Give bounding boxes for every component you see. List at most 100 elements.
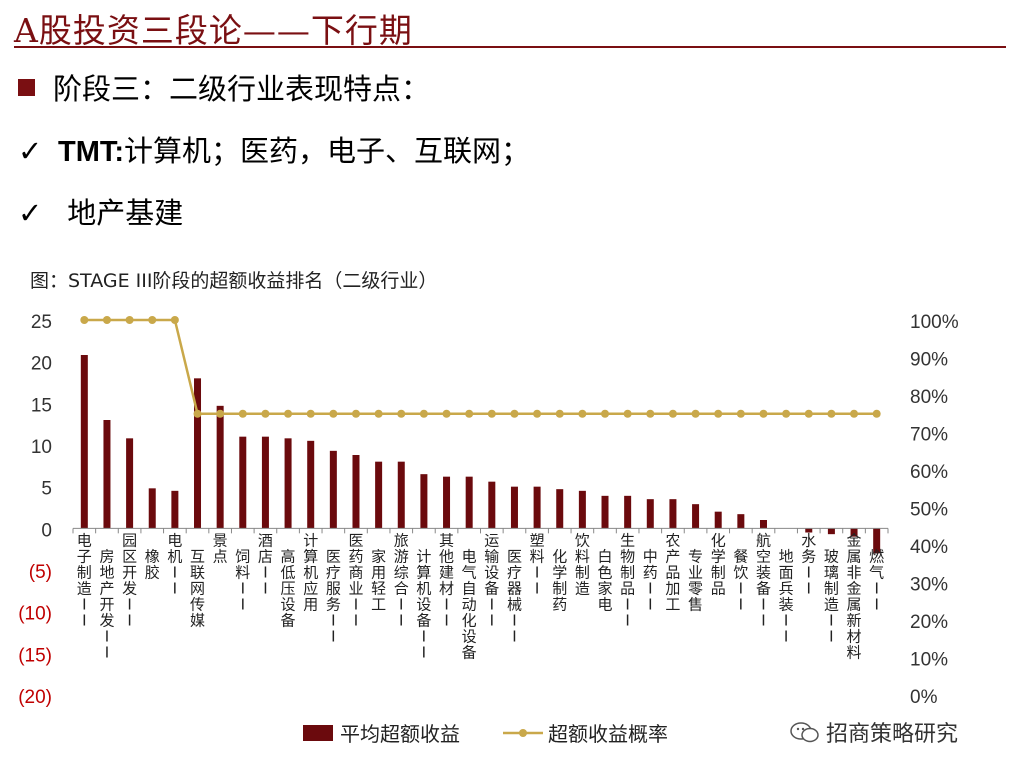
right-axis-ticks: 100% 90% 80% 70% 60% 50% 40% 30% 20% 10% 0% [910, 312, 959, 708]
probability-point [465, 409, 474, 418]
category-label: 餐饮 I I [733, 547, 748, 613]
probability-point [216, 409, 225, 418]
category-label: 计算机设备 I I [416, 547, 431, 661]
legend-line-label: 超额收益概率 [548, 722, 668, 746]
category-label: 化学制药 [552, 547, 567, 613]
probability-point [736, 409, 745, 418]
category-label: 医疗器械 I I [507, 547, 522, 645]
square-bullet-icon [18, 79, 35, 96]
probability-point [170, 316, 179, 324]
category-label: 房地产开发 I I [99, 547, 114, 661]
category-label: 专业零售 [688, 547, 703, 613]
bullet-stage-three-text: 阶段三：二级行业表现特点： [53, 72, 431, 106]
left-tick-label: (5) [29, 562, 52, 583]
category-label: 电子制造 I I [77, 531, 92, 629]
probability-point [397, 409, 406, 418]
bar [850, 528, 858, 537]
bullet-real-estate-text: 地产基建 [58, 196, 184, 230]
category-label: 水务 I I [801, 531, 816, 597]
line-series [80, 316, 881, 418]
bar [578, 490, 586, 529]
bar [126, 438, 134, 529]
category-label: 园区开发 I I [122, 531, 137, 629]
category-label: 生物制品 I I [620, 531, 635, 629]
checkmark-icon: ✓ [18, 196, 43, 230]
probability-point [804, 409, 813, 418]
left-tick-label: 10 [31, 437, 52, 458]
probability-point [374, 409, 383, 418]
right-tick-label: 80% [910, 387, 948, 408]
bar [307, 440, 315, 529]
probability-point [578, 409, 587, 418]
chart-title: 图：STAGE III阶段的超额收益排名（二级行业） [30, 270, 438, 292]
probability-point [351, 409, 360, 418]
bar [329, 450, 337, 529]
right-tick-label: 0% [910, 687, 938, 708]
bar [80, 355, 88, 529]
probability-point [125, 316, 134, 324]
title-divider [14, 46, 1006, 48]
bar [759, 520, 767, 529]
category-label: 航空装备 I I [756, 531, 771, 629]
category-label: 电气自动化设备 [462, 547, 477, 661]
category-label: 中药 I I [643, 547, 658, 613]
probability-point [419, 409, 428, 418]
bar [239, 436, 247, 529]
bar [375, 461, 383, 529]
checkmark-icon: ✓ [18, 134, 43, 168]
category-label: 燃气 I I [869, 547, 884, 613]
bar [488, 481, 496, 529]
probability-point [102, 316, 111, 324]
bullet-tmt-bold: TMT: [58, 136, 125, 168]
left-axis-ticks: 25 20 15 10 5 0 (5) (10) (15) (20) [18, 312, 52, 708]
legend: 平均超额收益 超额收益概率 [303, 722, 668, 746]
right-tick-label: 50% [910, 500, 948, 521]
page-title: A股投资三段论——下行期 [14, 11, 413, 50]
legend-bar-label: 平均超额收益 [340, 722, 460, 746]
left-tick-label: 0 [41, 520, 52, 541]
probability-point [80, 316, 89, 324]
bullet-stage-three: 阶段三：二级行业表现特点： [18, 66, 430, 108]
category-label: 农产品加工 [665, 531, 680, 613]
category-label: 运输设备 I I [484, 531, 499, 629]
category-label: 橡胶 [145, 547, 160, 581]
bar [261, 436, 269, 529]
probability-point [442, 409, 451, 418]
right-tick-label: 40% [910, 537, 948, 558]
probability-point [827, 409, 836, 418]
category-label: 玻璃制造 I I [824, 547, 839, 645]
probability-point [148, 316, 157, 324]
probability-point [487, 409, 496, 418]
category-label: 医药商业 I I [348, 531, 363, 629]
probability-point [872, 409, 881, 418]
probability-line [84, 318, 877, 415]
category-label: 地面兵装 I I [779, 547, 794, 645]
probability-point [646, 409, 655, 418]
bullet-tmt-text: 计算机；医药，电子、互联网； [124, 134, 531, 168]
probability-point [850, 409, 859, 418]
legend-line-marker [519, 729, 527, 737]
bar [601, 495, 609, 529]
bar [624, 495, 632, 529]
left-tick-label: (20) [18, 687, 52, 708]
probability-point [284, 409, 293, 418]
bar [873, 528, 881, 554]
probability-point [555, 409, 564, 418]
category-label: 高低压设备 [281, 547, 296, 629]
category-label: 计算机应用 [303, 531, 318, 613]
bar [216, 405, 224, 529]
category-label: 白色家电 [598, 547, 613, 613]
bullet-tmt: ✓ TMT:计算机；医药，电子、互联网； [18, 128, 530, 170]
bar [194, 378, 202, 529]
right-tick-label: 70% [910, 425, 948, 446]
probability-point [601, 409, 610, 418]
probability-point [306, 409, 315, 418]
category-label: 化学制品 [711, 531, 726, 597]
probability-point [329, 409, 338, 418]
probability-point [261, 409, 270, 418]
bar [284, 438, 292, 529]
bullet-real-estate: ✓ 地产基建 [18, 190, 183, 232]
bar [714, 511, 722, 529]
bar [692, 504, 700, 529]
category-label: 家用轻工 [371, 547, 386, 613]
